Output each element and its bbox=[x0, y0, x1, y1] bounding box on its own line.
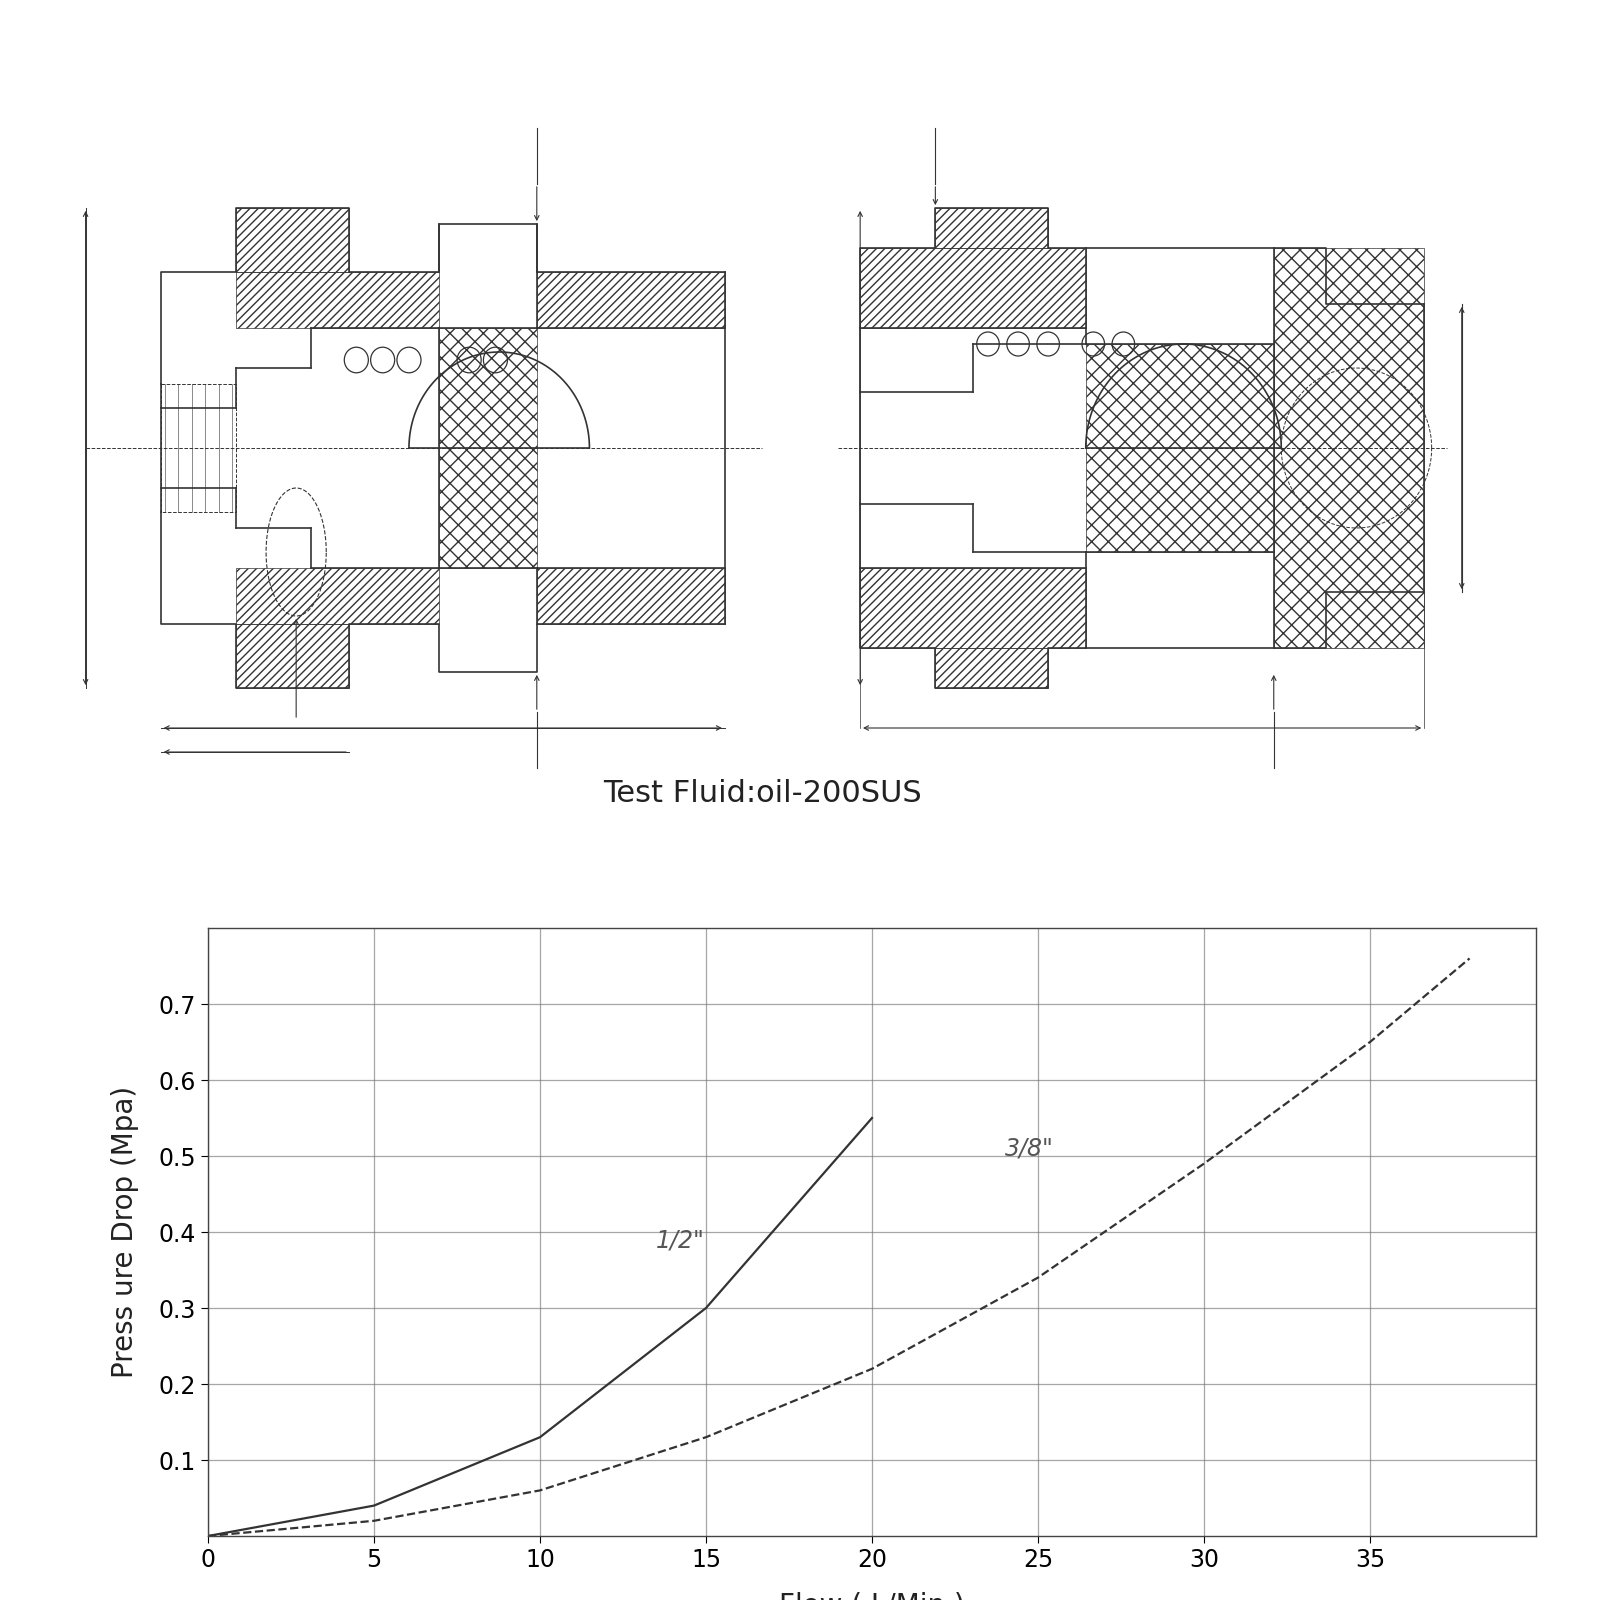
Text: 1/2": 1/2" bbox=[656, 1229, 706, 1253]
Y-axis label: Press ure Drop (Mpa): Press ure Drop (Mpa) bbox=[110, 1086, 139, 1378]
Text: Test Fluid:oil-200SUS: Test Fluid:oil-200SUS bbox=[603, 779, 922, 808]
X-axis label: Flow ( L/Min ): Flow ( L/Min ) bbox=[779, 1592, 965, 1600]
Text: 3/8": 3/8" bbox=[1005, 1138, 1054, 1162]
